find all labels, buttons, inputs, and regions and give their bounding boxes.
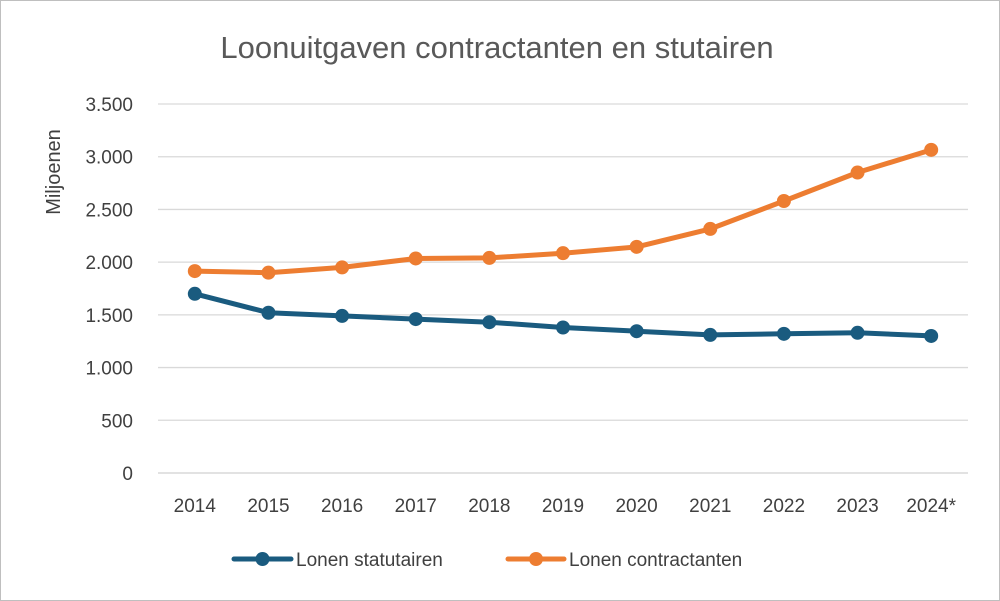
series-group <box>187 142 939 343</box>
x-tick-label: 2015 <box>247 496 289 517</box>
x-tick-label: 2014 <box>174 496 217 517</box>
data-point-lonen-statutairen <box>335 308 350 323</box>
data-point-lonen-statutairen <box>850 325 865 340</box>
legend-label: Lonen contractanten <box>569 550 742 571</box>
data-point-lonen-statutairen <box>629 324 644 339</box>
data-point-lonen-contractanten <box>776 193 791 208</box>
data-point-lonen-statutairen <box>187 286 202 301</box>
data-point-lonen-contractanten <box>335 260 350 275</box>
x-tick-label: 2016 <box>321 496 363 517</box>
x-tick-label: 2017 <box>395 496 437 517</box>
y-tick-label: 3.500 <box>85 95 133 116</box>
legend-label: Lonen statutairen <box>296 550 443 571</box>
legend-marker <box>255 552 270 566</box>
data-point-lonen-contractanten <box>187 264 202 279</box>
y-tick-label: 1.000 <box>85 359 133 380</box>
x-tick-label: 2018 <box>468 496 510 517</box>
y-axis-title: Miljoenen <box>43 129 65 215</box>
data-point-lonen-statutairen <box>776 326 791 341</box>
x-tick-label: 2020 <box>615 496 657 517</box>
gridlines <box>158 103 968 474</box>
data-point-lonen-contractanten <box>924 142 939 157</box>
data-point-lonen-contractanten <box>703 221 718 236</box>
data-point-lonen-statutairen <box>261 305 276 320</box>
y-tick-label: 500 <box>101 411 133 432</box>
y-axis-ticks: 0 500 1.000 1.500 2.000 2.500 3.000 3.500 <box>85 95 133 485</box>
y-tick-label: 1.500 <box>85 306 133 327</box>
y-tick-label: 2.500 <box>85 200 133 221</box>
legend-marker <box>529 552 543 566</box>
x-axis-ticks: 2014 2015 2016 2017 2018 2019 2020 2021 2022 2023… <box>174 496 957 517</box>
data-point-lonen-contractanten <box>261 265 276 280</box>
data-point-lonen-statutairen <box>408 312 423 327</box>
legend: Lonen statutairen Lonen contractanten <box>231 550 742 571</box>
x-tick-label: 2024* <box>906 496 956 517</box>
data-point-lonen-contractanten <box>850 165 865 180</box>
data-point-lonen-contractanten <box>482 250 497 265</box>
data-point-lonen-statutairen <box>924 328 939 343</box>
chart-title: Loonuitgaven contractanten en stutairen <box>220 30 773 65</box>
x-tick-label: 2021 <box>689 496 731 517</box>
y-tick-label: 2.000 <box>85 253 133 274</box>
y-tick-label: 3.000 <box>85 148 133 169</box>
data-point-lonen-statutairen <box>703 327 718 342</box>
data-point-lonen-contractanten <box>408 251 423 266</box>
data-point-lonen-statutairen <box>482 315 497 330</box>
x-tick-label: 2023 <box>836 496 878 517</box>
data-point-lonen-contractanten <box>629 239 644 254</box>
data-point-lonen-statutairen <box>556 320 570 335</box>
y-tick-label: 0 <box>122 464 133 485</box>
data-point-lonen-contractanten <box>556 246 570 261</box>
x-tick-label: 2022 <box>763 496 805 517</box>
x-tick-label: 2019 <box>542 496 584 517</box>
